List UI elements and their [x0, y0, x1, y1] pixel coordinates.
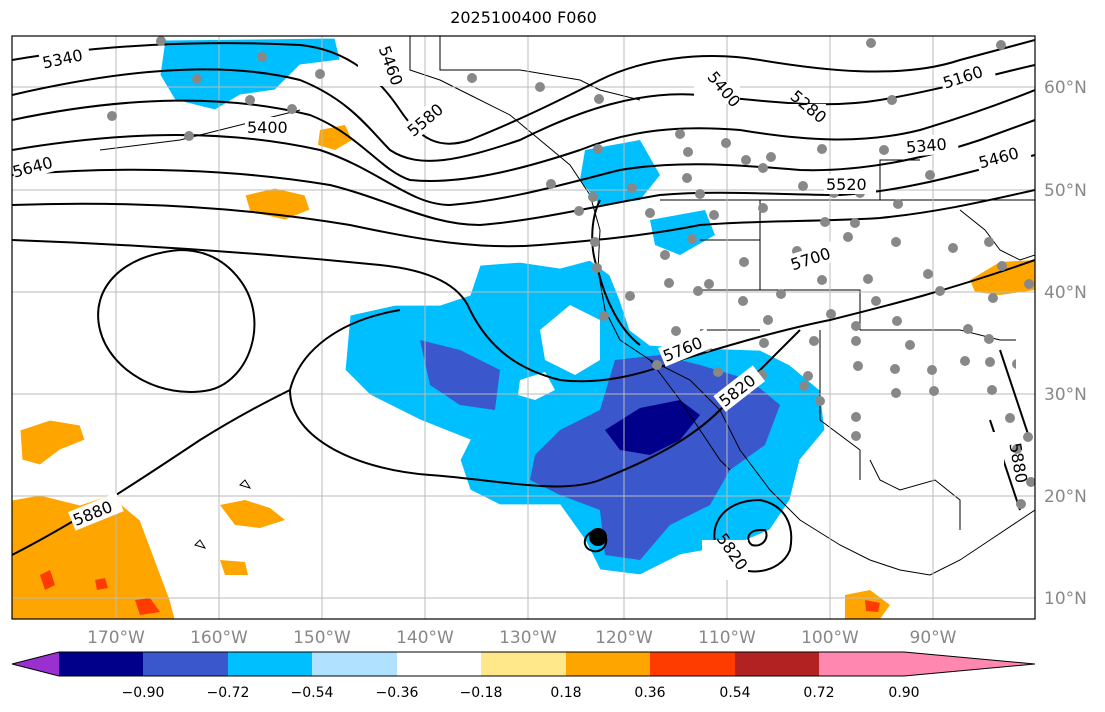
lat-label: 30°N	[1044, 385, 1087, 405]
colorbar-tick: 0.18	[550, 685, 581, 701]
colorbar-segment	[735, 652, 819, 676]
station-dots	[107, 36, 1035, 509]
colorbar-segment	[228, 652, 312, 676]
lat-label: 40°N	[1044, 283, 1087, 303]
lat-label: 60°N	[1044, 78, 1087, 98]
colorbar-tick: −0.90	[122, 685, 165, 701]
colorbar-tick: −0.18	[460, 685, 503, 701]
contour-label: 5400	[247, 118, 288, 137]
colorbar-segment	[819, 652, 904, 676]
lat-label: 10°N	[1044, 589, 1087, 609]
lon-label: 110°W	[698, 628, 756, 648]
colorbar-segment	[143, 652, 228, 676]
lat-label: 20°N	[1044, 487, 1087, 507]
colorbar-segment	[650, 652, 735, 676]
contour-label: 5520	[826, 175, 867, 194]
graticule	[12, 36, 1035, 619]
colorbar-tick: 0.72	[803, 685, 834, 701]
latitude-labels: 60°N 50°N 40°N 30°N 20°N 10°N	[1044, 78, 1087, 609]
lon-label: 170°W	[87, 628, 145, 648]
colorbar-tick: −0.36	[376, 685, 419, 701]
lon-label: 140°W	[396, 628, 454, 648]
lon-label: 160°W	[190, 628, 248, 648]
lon-label: 150°W	[293, 628, 351, 648]
lon-label: 90°W	[910, 628, 957, 648]
lon-label: 120°W	[595, 628, 653, 648]
contour-label: 5340	[905, 135, 947, 157]
lon-label: 130°W	[499, 628, 557, 648]
lon-label: 100°W	[801, 628, 859, 648]
colorbar-tick: −0.72	[207, 685, 250, 701]
colorbar-segment	[566, 652, 650, 676]
map-title: 2025100400 F060	[450, 8, 597, 27]
longitude-labels: 170°W 160°W 150°W 140°W 130°W 120°W 110°…	[87, 628, 957, 648]
colorbar-tick: −0.54	[291, 685, 334, 701]
colorbar-segment	[312, 652, 397, 676]
colorbar-left-extend	[12, 652, 59, 676]
colorbar-segment	[481, 652, 566, 676]
colorbar-tick: 0.36	[634, 685, 665, 701]
storm-center-icon	[589, 528, 607, 546]
colorbar-tick: 0.90	[888, 685, 919, 701]
colorbar-segment	[397, 652, 481, 676]
colorbar	[11, 651, 1036, 677]
height-contours	[12, 39, 1035, 573]
colorbar-tick: 0.54	[719, 685, 750, 701]
colorbar-right-extend	[904, 652, 1035, 676]
coastlines	[99, 36, 1035, 576]
colorbar-labels: −0.90 −0.72 −0.54 −0.36 −0.18 0.18 0.36 …	[122, 685, 920, 701]
colorbar-segment	[59, 652, 143, 676]
lat-label: 50°N	[1044, 181, 1087, 201]
contour-label: 5880	[1038, 342, 1060, 384]
